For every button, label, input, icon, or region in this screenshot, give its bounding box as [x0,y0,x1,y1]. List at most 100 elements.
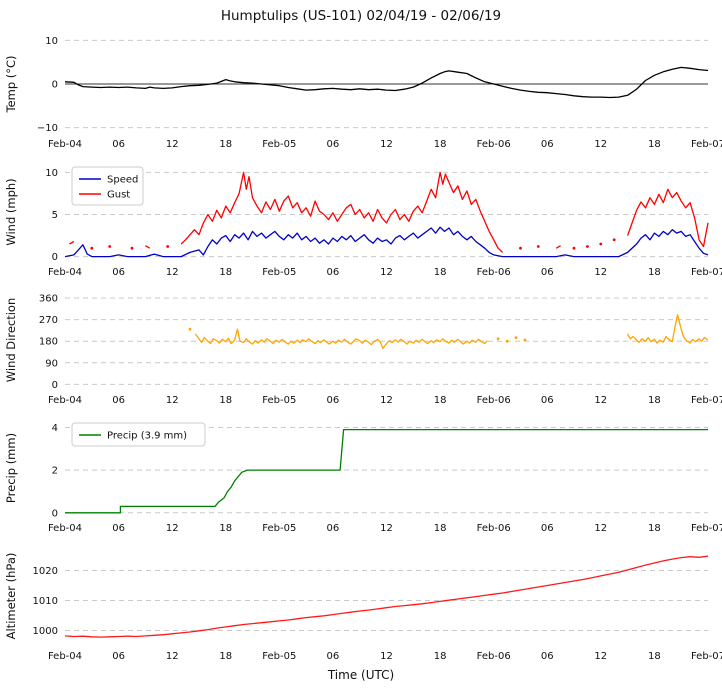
svg-text:18: 18 [219,139,232,150]
svg-text:06: 06 [541,267,554,278]
svg-text:06: 06 [112,139,125,150]
svg-text:Feb-04: Feb-04 [48,139,82,150]
svg-text:18: 18 [219,267,232,278]
gridlines [65,171,708,258]
svg-text:Feb-07: Feb-07 [691,395,722,406]
svg-text:270: 270 [39,315,58,326]
y-axis-label: Temp (°C) [4,55,18,113]
svg-text:Feb-05: Feb-05 [262,139,296,150]
series-wind-direction [188,314,709,350]
svg-text:4: 4 [52,423,58,434]
svg-text:06: 06 [327,651,340,662]
svg-text:Feb-04: Feb-04 [48,523,82,534]
svg-text:06: 06 [112,395,125,406]
svg-text:18: 18 [648,523,661,534]
y-axis-label: Precip (mm) [4,433,18,503]
svg-text:Feb-05: Feb-05 [262,651,296,662]
svg-text:18: 18 [219,395,232,406]
svg-text:Feb-04: Feb-04 [48,395,82,406]
svg-text:1010: 1010 [33,596,58,607]
svg-text:Feb-05: Feb-05 [262,267,296,278]
svg-text:06: 06 [541,523,554,534]
svg-text:10: 10 [45,168,58,179]
svg-text:12: 12 [166,523,179,534]
svg-text:0: 0 [52,380,58,391]
series-precip [65,428,708,514]
svg-text:Feb-07: Feb-07 [691,267,722,278]
svg-text:12: 12 [166,267,179,278]
series-gust [69,171,709,253]
svg-text:18: 18 [434,395,447,406]
svg-text:18: 18 [434,523,447,534]
gridlines [65,427,708,514]
svg-text:2: 2 [52,466,58,477]
svg-text:06: 06 [112,267,125,278]
svg-text:10: 10 [45,36,58,47]
svg-text:18: 18 [219,651,232,662]
svg-text:1000: 1000 [33,626,58,637]
svg-text:360: 360 [39,294,58,305]
svg-text:0: 0 [52,252,58,263]
x-tick-labels: Feb-04 06 12 18 Feb-05 06 12 18 Feb-06 06 12 18 Feb-… [48,523,722,534]
temp-chart: 10 0 −10 Feb-04 06 12 18 Feb-05 06 12 18 Feb-06 06 12… [4,36,722,150]
x-tick-labels: Feb-04 06 12 18 Feb-05 06 12 18 Feb-06 06 12 18 Feb-… [48,651,722,662]
gridlines [65,570,708,631]
svg-text:Feb-07: Feb-07 [691,523,722,534]
svg-text:Gust: Gust [107,190,130,201]
legend: Precip (3.9 mm) [71,422,206,447]
svg-text:Feb-06: Feb-06 [477,139,511,150]
gridlines [65,297,708,385]
y-tick-labels: 10 5 0 [45,168,58,263]
svg-text:12: 12 [594,651,607,662]
series-speed [64,226,709,258]
series-altimeter [64,555,709,638]
svg-text:Feb-07: Feb-07 [691,139,722,150]
svg-text:Feb-04: Feb-04 [48,651,82,662]
legend: Speed Gust [71,166,144,206]
svg-text:Feb-05: Feb-05 [262,523,296,534]
svg-text:180: 180 [39,337,58,348]
svg-text:18: 18 [434,139,447,150]
svg-text:06: 06 [541,651,554,662]
svg-text:Feb-06: Feb-06 [477,523,511,534]
y-tick-labels: 10 0 −10 [37,36,58,134]
svg-text:12: 12 [594,395,607,406]
svg-text:18: 18 [434,267,447,278]
svg-text:06: 06 [112,651,125,662]
svg-text:0: 0 [52,80,58,91]
svg-text:12: 12 [380,523,393,534]
svg-text:06: 06 [541,139,554,150]
svg-text:12: 12 [594,523,607,534]
svg-text:18: 18 [434,651,447,662]
svg-text:Feb-06: Feb-06 [477,651,511,662]
y-tick-labels: 4 2 0 [52,423,58,519]
svg-text:−10: −10 [37,123,58,134]
svg-text:06: 06 [327,523,340,534]
svg-text:18: 18 [648,651,661,662]
svg-text:12: 12 [380,139,393,150]
svg-text:Speed: Speed [107,175,138,186]
svg-text:Feb-06: Feb-06 [477,395,511,406]
y-tick-labels: 360 270 180 90 0 [39,294,58,391]
svg-text:Feb-06: Feb-06 [477,267,511,278]
svg-text:18: 18 [648,395,661,406]
svg-text:06: 06 [327,139,340,150]
svg-text:5: 5 [52,210,58,221]
svg-text:06: 06 [327,395,340,406]
series-temp [64,66,709,99]
svg-text:Feb-05: Feb-05 [262,395,296,406]
svg-text:Feb-07: Feb-07 [691,651,722,662]
svg-text:12: 12 [166,395,179,406]
svg-text:18: 18 [648,139,661,150]
svg-text:12: 12 [594,267,607,278]
svg-text:Precip (3.9 mm): Precip (3.9 mm) [107,431,187,442]
svg-text:12: 12 [166,139,179,150]
wind-chart: 10 5 0 Feb-04 06 12 18 Feb-05 06 12 18 Feb-06 06 12 18… [4,166,722,278]
x-axis-label: Time (UTC) [327,668,395,682]
x-tick-labels: Feb-04 06 12 18 Feb-05 06 12 18 Feb-06 06 12 18 Feb-… [48,395,722,406]
svg-text:06: 06 [112,523,125,534]
svg-text:12: 12 [594,139,607,150]
svg-text:12: 12 [380,267,393,278]
